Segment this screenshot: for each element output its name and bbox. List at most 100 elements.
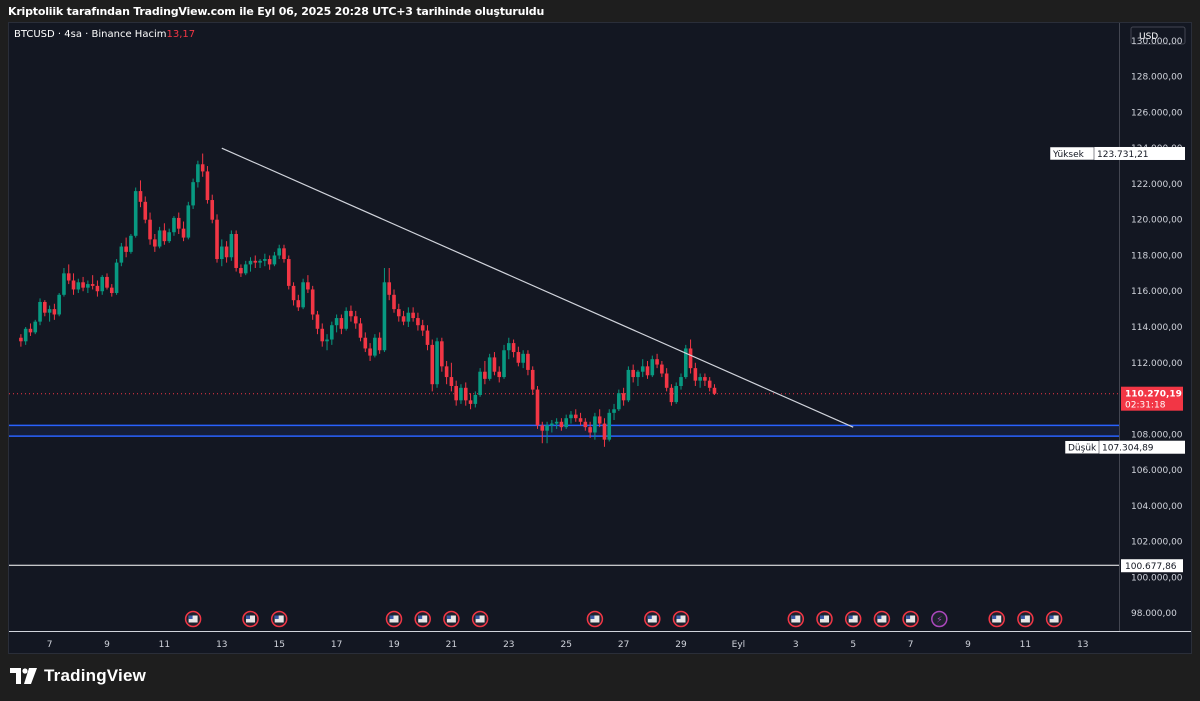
candle-body xyxy=(612,409,616,413)
candle-body xyxy=(253,260,258,263)
time-tick-label: 3 xyxy=(793,640,799,650)
price-tick-label: 128.000,00 xyxy=(1131,73,1183,83)
candle-body xyxy=(263,259,267,261)
candle-body xyxy=(645,366,650,376)
candle-body xyxy=(674,386,679,403)
candle-body xyxy=(138,191,143,202)
us-flag-icon xyxy=(877,615,887,623)
candle-body xyxy=(334,318,339,326)
last-price-label xyxy=(1121,386,1183,411)
candle-body xyxy=(33,321,38,333)
candle-body xyxy=(387,282,392,295)
candle-body xyxy=(148,219,152,240)
tradingview-logo-icon xyxy=(10,668,37,684)
candle-body xyxy=(554,421,559,424)
candle-body xyxy=(172,217,176,233)
candle-body xyxy=(143,201,148,220)
candle-body xyxy=(516,352,521,363)
candle-body xyxy=(607,412,612,440)
candle-body xyxy=(47,309,52,313)
candle-body xyxy=(621,393,626,401)
candle-body xyxy=(454,386,458,401)
time-tick-label: 7 xyxy=(47,640,53,650)
us-flag-icon-canton xyxy=(274,615,279,619)
candle-body xyxy=(81,282,85,288)
candle-body xyxy=(344,310,348,329)
candle-body xyxy=(277,248,281,256)
price-chart[interactable]: USD 98.000,00 100.000,00 102.000,00 104.000,… xyxy=(9,23,1192,654)
candle-body xyxy=(588,427,592,433)
candle-body xyxy=(220,246,224,260)
candle-body xyxy=(28,328,33,333)
candle-body xyxy=(440,341,444,367)
us-flag-icon-canton xyxy=(590,615,595,619)
chart-frame[interactable]: USD 98.000,00 100.000,00 102.000,00 104.000,… xyxy=(8,22,1192,654)
us-flag-icon-canton xyxy=(446,615,451,619)
candle-body xyxy=(463,387,468,401)
candle-body xyxy=(258,260,262,263)
candle-body xyxy=(435,341,439,385)
candle-body xyxy=(478,371,482,395)
us-flag-icon xyxy=(1049,615,1059,623)
candle-body xyxy=(90,284,95,286)
candle-body xyxy=(62,273,66,295)
candle-body xyxy=(703,377,707,381)
low-title: Düşük xyxy=(1068,444,1097,454)
us-flag-icon-canton xyxy=(676,615,681,619)
us-flag-icon-canton xyxy=(475,615,480,619)
price-tick-label: 116.000,00 xyxy=(1131,287,1183,297)
tradingview-logo[interactable]: TradingView xyxy=(10,666,146,686)
time-tick-label: 29 xyxy=(675,640,687,650)
us-flag-icon xyxy=(906,615,916,623)
price-tick-label: 130.000,00 xyxy=(1131,37,1183,47)
currency-box[interactable] xyxy=(1130,26,1186,45)
candle-body xyxy=(157,230,162,247)
candle-body xyxy=(109,287,114,294)
candle-body xyxy=(353,316,358,324)
time-tick-label: 11 xyxy=(1020,640,1031,650)
candle-body xyxy=(124,246,128,252)
us-flag-icon-canton xyxy=(246,615,250,619)
news-bolt-icon[interactable] xyxy=(931,610,948,628)
us-flag-icon-canton xyxy=(906,615,911,619)
candle-body xyxy=(688,348,693,369)
candle-body xyxy=(626,369,631,401)
candle-body xyxy=(707,380,712,388)
candle-body xyxy=(330,325,334,340)
trendline[interactable] xyxy=(221,147,854,428)
symbol-info[interactable]: BTCUSD · 4sa · Binance xyxy=(14,29,132,40)
us-flag-icon xyxy=(446,615,456,623)
candle-body xyxy=(382,282,387,351)
candle-body xyxy=(310,289,315,315)
candle-body xyxy=(564,418,568,428)
level-label xyxy=(1121,559,1183,573)
candle-body xyxy=(105,276,109,288)
candle-body xyxy=(660,364,664,374)
us-flag-icon xyxy=(848,615,858,623)
candle-body xyxy=(301,282,305,308)
us-flag-icon-canton xyxy=(418,615,423,619)
high-title-box xyxy=(1049,146,1095,161)
candle-body xyxy=(315,314,320,329)
plot-area[interactable] xyxy=(9,23,1119,631)
symbol-legend[interactable]: BTCUSD · 4sa · Binance Hacim13,17 xyxy=(14,29,195,40)
candle-body xyxy=(119,246,124,263)
support-zone[interactable] xyxy=(9,425,1119,437)
us-flag-icon xyxy=(820,615,829,623)
us-flag-icon-canton xyxy=(1020,615,1025,619)
candle-body xyxy=(573,414,578,419)
volume-label: Hacim xyxy=(134,29,167,40)
chart-caption-bar: Kriptoliik tarafından TradingView.com il… xyxy=(0,0,1200,22)
us-flag-icon xyxy=(274,615,284,623)
low-label xyxy=(1099,440,1185,454)
candle-body xyxy=(535,389,540,426)
candle-body xyxy=(569,414,573,419)
us-flag-icon xyxy=(590,615,600,623)
candle-body xyxy=(449,377,454,387)
candle-body xyxy=(631,369,635,378)
candle-body xyxy=(373,337,377,356)
price-axis[interactable] xyxy=(1119,23,1192,631)
candle-body xyxy=(712,387,717,394)
candle-body xyxy=(640,366,645,372)
us-flag-icon-canton xyxy=(389,615,394,619)
